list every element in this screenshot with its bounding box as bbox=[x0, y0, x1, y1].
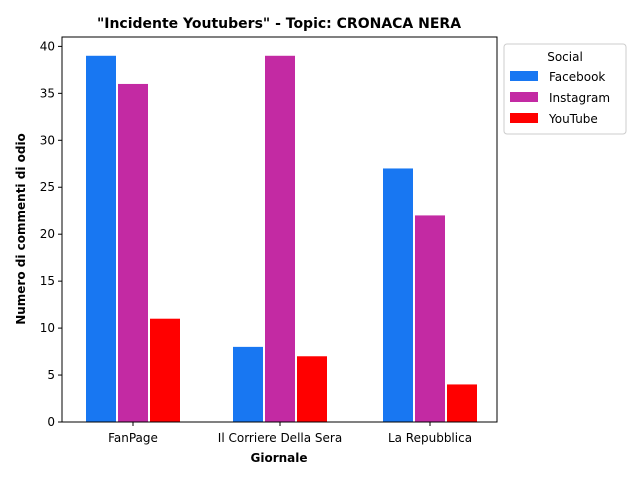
x-tick-label: FanPage bbox=[108, 431, 158, 445]
bar-youtube-1 bbox=[297, 356, 327, 422]
y-tick-label: 10 bbox=[40, 321, 55, 335]
legend-swatch-instagram bbox=[510, 92, 538, 102]
legend-title: Social bbox=[547, 50, 583, 64]
chart-title: "Incidente Youtubers" - Topic: CRONACA N… bbox=[97, 16, 461, 32]
y-tick-label: 30 bbox=[40, 133, 55, 147]
y-tick-label: 25 bbox=[40, 180, 55, 194]
y-tick-label: 5 bbox=[47, 368, 55, 382]
x-tick-label: Il Corriere Della Sera bbox=[218, 431, 342, 445]
legend-items: Facebook Instagram YouTube bbox=[510, 70, 610, 126]
bar-instagram-1 bbox=[265, 55, 295, 422]
legend-label-facebook: Facebook bbox=[549, 70, 605, 84]
legend-box bbox=[503, 43, 627, 135]
legend: Social Facebook Instagram YouTube bbox=[503, 43, 627, 135]
y-axis-label: Numero di commenti di odio bbox=[14, 133, 28, 325]
y-tick-label: 15 bbox=[40, 274, 55, 288]
bar-instagram-2 bbox=[415, 215, 445, 422]
x-axis-ticks: FanPage Il Corriere Della Sera La Repubbli… bbox=[108, 422, 472, 445]
x-tick-label: La Repubblica bbox=[388, 431, 472, 445]
bar-facebook-0 bbox=[86, 55, 116, 422]
bar-facebook-2 bbox=[383, 168, 413, 422]
bar-youtube-0 bbox=[150, 318, 180, 422]
legend-label-instagram: Instagram bbox=[549, 91, 610, 105]
y-tick-label: 20 bbox=[40, 227, 55, 241]
y-tick-label: 35 bbox=[40, 86, 55, 100]
y-tick-label: 40 bbox=[40, 39, 55, 53]
x-axis-label: Giornale bbox=[250, 451, 307, 465]
y-axis-ticks: 0 5 10 15 20 25 30 35 40 bbox=[40, 39, 62, 429]
bars-group bbox=[86, 55, 477, 422]
legend-swatch-facebook bbox=[510, 71, 538, 81]
bar-youtube-2 bbox=[447, 384, 477, 422]
legend-swatch-youtube bbox=[510, 113, 538, 123]
legend-label-youtube: YouTube bbox=[548, 112, 598, 126]
bar-facebook-1 bbox=[233, 346, 263, 422]
plot-frame bbox=[61, 36, 498, 423]
y-tick-label: 0 bbox=[47, 415, 55, 429]
bar-instagram-0 bbox=[118, 83, 148, 422]
